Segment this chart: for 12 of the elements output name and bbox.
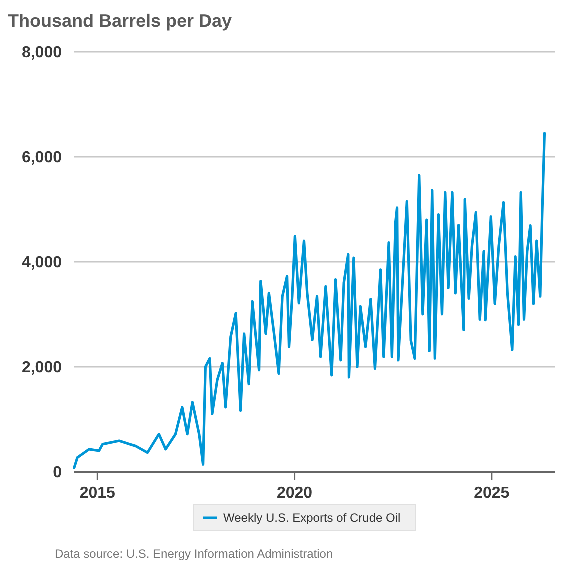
x-tick-label: 2020 — [276, 485, 313, 502]
legend-label: Weekly U.S. Exports of Crude Oil — [224, 511, 401, 526]
x-tick-label: 2015 — [80, 485, 116, 502]
y-tick-label: 8,000 — [22, 44, 62, 62]
y-tick-label: 2,000 — [22, 360, 62, 377]
source-note: Data source: U.S. Energy Information Administration — [55, 547, 334, 561]
y-tick-label: 4,000 — [22, 254, 62, 272]
x-tick-label: 2025 — [474, 485, 510, 502]
line-series — [73, 132, 546, 470]
y-tick-label: 0 — [53, 464, 62, 482]
chart-title: Thousand Barrels per Day — [8, 11, 232, 31]
y-tick-label: 6,000 — [22, 150, 62, 167]
